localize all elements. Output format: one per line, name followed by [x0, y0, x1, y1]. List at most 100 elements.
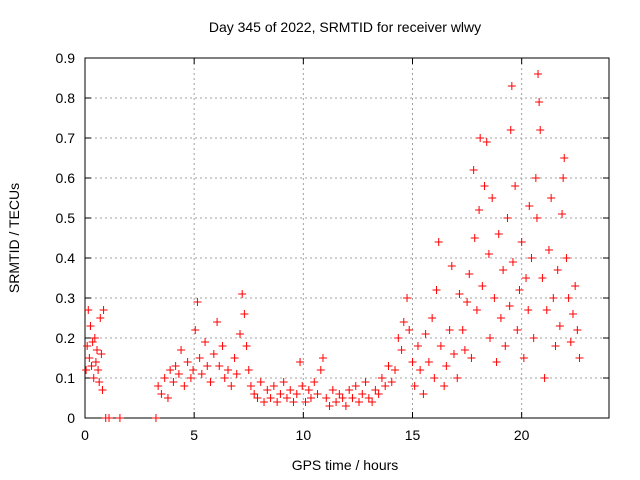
data-point-marker [195, 354, 204, 362]
data-point-marker [115, 414, 124, 422]
data-point-marker [568, 310, 577, 318]
data-point-marker [89, 374, 98, 382]
data-point-marker [410, 382, 419, 390]
data-point-marker [536, 126, 545, 134]
data-point-marker [177, 346, 186, 354]
data-point-marker [413, 342, 422, 350]
data-point-marker [482, 138, 491, 146]
data-point-marker [213, 318, 222, 326]
data-point-marker [351, 382, 360, 390]
data-point-marker [540, 374, 549, 382]
data-point-marker [169, 378, 178, 386]
data-point-marker [547, 194, 556, 202]
data-point-marker [296, 358, 305, 366]
data-point-marker [428, 314, 437, 322]
x-tick-label: 0 [81, 427, 89, 443]
data-points [82, 70, 584, 422]
data-point-marker [551, 342, 560, 350]
data-point-marker [449, 350, 458, 358]
data-point-marker [209, 350, 218, 358]
data-point-marker [507, 82, 516, 90]
data-point-marker [490, 294, 499, 302]
data-point-marker [160, 374, 169, 382]
data-point-marker [99, 306, 108, 314]
data-point-marker [397, 346, 406, 354]
data-point-marker [85, 354, 94, 362]
data-point-marker [95, 378, 104, 386]
y-tick-label: 0.6 [56, 170, 76, 186]
data-point-marker [157, 390, 166, 398]
data-point-marker [469, 166, 478, 174]
data-point-marker [94, 366, 103, 374]
data-point-marker [544, 246, 553, 254]
data-point-marker [304, 386, 313, 394]
data-point-marker [564, 294, 573, 302]
data-point-marker [91, 358, 100, 366]
data-point-marker [151, 414, 160, 422]
data-point-marker [445, 326, 454, 334]
y-tick-label: 0.2 [56, 330, 76, 346]
data-point-marker [332, 398, 341, 406]
data-point-marker [535, 98, 544, 106]
data-point-marker [90, 334, 99, 342]
data-point-marker [501, 342, 510, 350]
data-point-marker [403, 294, 412, 302]
data-point-marker [98, 386, 107, 394]
data-point-marker [171, 362, 180, 370]
data-point-marker [499, 266, 508, 274]
data-point-marker [465, 270, 474, 278]
data-point-marker [486, 334, 495, 342]
data-point-marker [298, 382, 307, 390]
data-point-marker [503, 214, 512, 222]
data-point-marker [522, 274, 531, 282]
y-tick-label: 0.8 [56, 90, 76, 106]
data-point-marker [244, 366, 253, 374]
data-point-marker [174, 370, 183, 378]
data-point-marker [266, 394, 275, 402]
data-point-marker [470, 234, 479, 242]
data-point-marker [531, 174, 540, 182]
data-point-marker [269, 382, 278, 390]
data-point-marker [381, 382, 390, 390]
data-point-marker [87, 362, 96, 370]
data-point-marker [508, 258, 517, 266]
data-point-marker [191, 326, 200, 334]
data-point-marker [186, 374, 195, 382]
data-point-marker [529, 334, 538, 342]
data-point-marker [230, 354, 239, 362]
data-point-marker [525, 202, 534, 210]
data-point-marker [82, 366, 91, 374]
data-point-marker [256, 378, 265, 386]
data-point-marker [180, 382, 189, 390]
data-point-marker [553, 266, 562, 274]
data-point-marker [316, 366, 325, 374]
data-point-marker [391, 366, 400, 374]
y-tick-label: 0.3 [56, 290, 76, 306]
data-point-marker [505, 302, 514, 310]
data-point-marker [515, 286, 524, 294]
data-point-marker [86, 322, 95, 330]
data-point-marker [562, 254, 571, 262]
data-point-marker [260, 398, 269, 406]
data-point-marker [475, 206, 484, 214]
data-point-marker [201, 338, 210, 346]
data-point-marker [286, 386, 295, 394]
data-point-marker [197, 370, 206, 378]
axis-ticks: 0 0.1 0.2 0.3 0.4 0.5 0.6 0.7 0.8 0.9 0 5 10 15 20 [56, 50, 609, 443]
x-tick-label: 20 [514, 427, 530, 443]
plot-frame [84, 57, 610, 419]
data-point-marker [571, 282, 580, 290]
y-tick-label: 0.4 [56, 250, 76, 266]
data-point-marker [301, 398, 310, 406]
data-point-marker [519, 354, 528, 362]
data-point-marker [573, 326, 582, 334]
data-point-marker [472, 306, 481, 314]
data-point-marker [559, 174, 568, 182]
y-tick-label: 0.9 [56, 50, 76, 66]
data-point-marker [421, 330, 430, 338]
data-point-marker [189, 366, 198, 374]
data-point-marker [371, 386, 380, 394]
data-point-marker [424, 358, 433, 366]
data-point-marker [154, 382, 163, 390]
data-point-marker [318, 354, 327, 362]
